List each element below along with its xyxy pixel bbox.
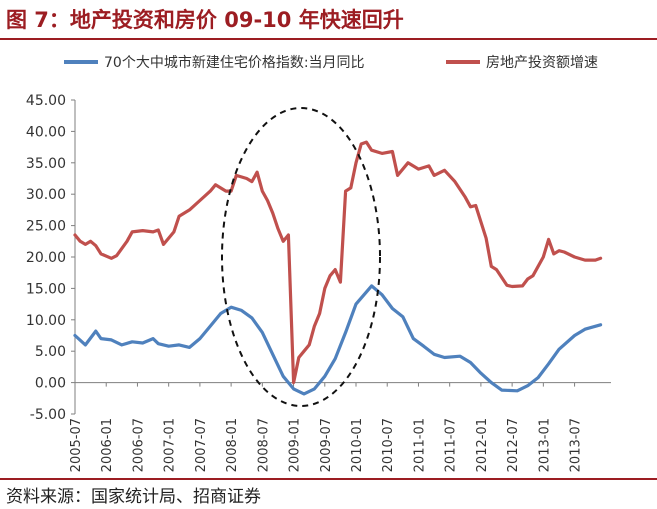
x-tick-label: 2007-07 xyxy=(194,418,209,472)
chart-legend: 70个大中城市新建住宅价格指数:当月同比 房地产投资额增速 xyxy=(0,52,657,78)
series-line-investment-growth xyxy=(73,140,603,385)
legend-label-investment-growth: 房地产投资额增速 xyxy=(486,55,598,71)
source-divider xyxy=(0,478,657,480)
y-tick-label: 45.00 xyxy=(26,93,66,109)
legend-item-investment-growth: 房地产投资额增速 xyxy=(446,52,598,72)
y-tick-label: 35.00 xyxy=(26,156,66,172)
title-bar: 图 7：地产投资和房价 09-10 年快速回升 xyxy=(0,0,657,38)
line-chart: -5.00 0.00 5.00 10.00 15.00 20.00 25.00 30.00 35… xyxy=(26,93,611,472)
x-tick-label: 2008-07 xyxy=(256,418,271,472)
legend-label-price-index: 70个大中城市新建住宅价格指数:当月同比 xyxy=(104,55,365,71)
legend-swatch-price-index xyxy=(64,60,98,64)
y-tick-label: 25.00 xyxy=(26,219,66,235)
x-tick-label: 2011-07 xyxy=(444,418,459,472)
y-tick-label: 10.00 xyxy=(26,313,66,329)
x-tick-label: 2013-01 xyxy=(537,418,552,472)
x-tick-label: 2012-07 xyxy=(506,418,521,472)
y-tick-label: 30.00 xyxy=(26,187,66,203)
x-tick-label: 2010-07 xyxy=(381,418,396,472)
x-tick-label: 2013-07 xyxy=(569,418,584,472)
y-tick-label: 0.00 xyxy=(35,376,66,392)
y-tick-label: 40.00 xyxy=(26,124,66,140)
x-tick-label: 2011-01 xyxy=(412,418,427,472)
x-tick-label: 2010-01 xyxy=(350,418,365,472)
x-tick-label: 2008-01 xyxy=(225,418,240,472)
highlight-ellipse xyxy=(221,107,381,407)
x-tick-label: 2006-01 xyxy=(100,418,115,472)
y-tick-label: -5.00 xyxy=(30,407,66,423)
title-divider xyxy=(0,38,657,40)
chart-title: 图 7：地产投资和房价 09-10 年快速回升 xyxy=(6,8,404,32)
y-tick-label: 15.00 xyxy=(26,281,66,297)
x-tick-label: 2009-01 xyxy=(288,418,303,472)
y-tick-label: 5.00 xyxy=(35,344,66,360)
x-tick-label: 2005-07 xyxy=(69,418,84,472)
y-tick-label: 20.00 xyxy=(26,250,66,266)
x-tick-label: 2012-01 xyxy=(475,418,490,472)
x-tick-label: 2009-07 xyxy=(319,418,334,472)
legend-swatch-investment-growth xyxy=(446,60,480,64)
source-note: 资料来源：国家统计局、招商证券 xyxy=(6,487,261,507)
series-line-price-index xyxy=(73,284,603,396)
legend-item-price-index: 70个大中城市新建住宅价格指数:当月同比 xyxy=(64,52,365,72)
x-tick-label: 2006-07 xyxy=(131,418,146,472)
x-tick-label: 2007-01 xyxy=(163,418,178,472)
